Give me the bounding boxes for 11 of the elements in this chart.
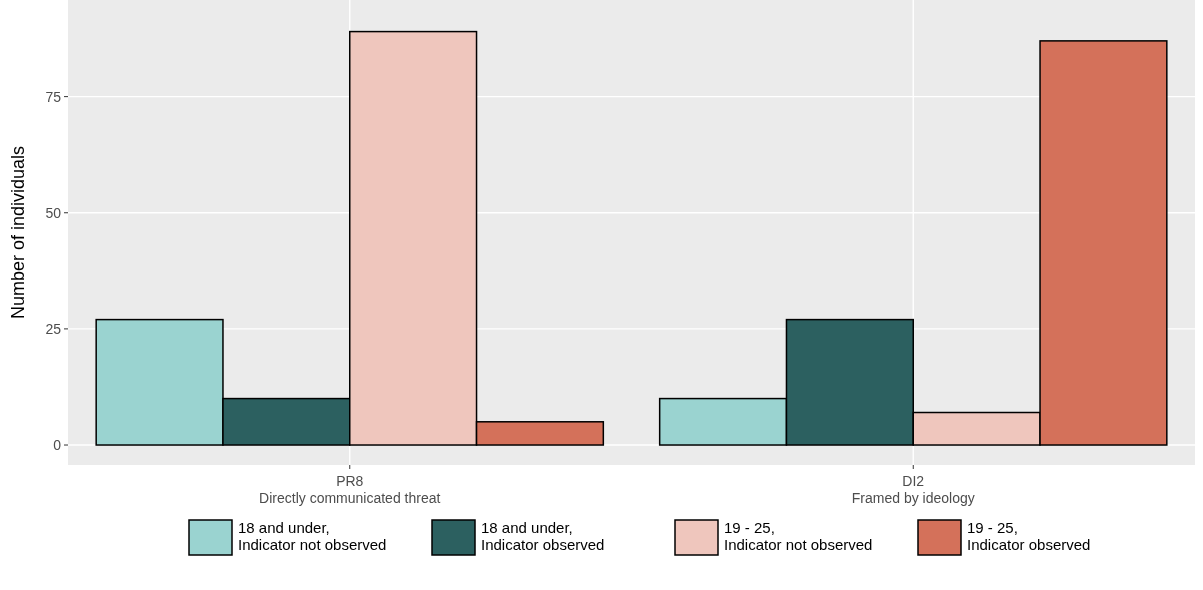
y-tick-label: 50	[45, 204, 62, 221]
y-tick-label: 75	[45, 88, 62, 105]
y-tick-label: 0	[53, 436, 62, 453]
legend-label: 18 and under, Indicator not observed	[238, 519, 387, 553]
legend-label: 18 and under, Indicator observed	[481, 519, 605, 553]
x-tick-label: DI2 Framed by ideology	[851, 473, 975, 506]
legend-label: 19 - 25, Indicator observed	[967, 519, 1091, 553]
legend-label: 19 - 25, Indicator not observed	[724, 519, 873, 553]
y-axis-title: Number of individuals	[8, 145, 28, 320]
x-tick-label: PR8 Directly communicated threat	[259, 473, 441, 506]
y-tick-label: 25	[45, 320, 62, 337]
